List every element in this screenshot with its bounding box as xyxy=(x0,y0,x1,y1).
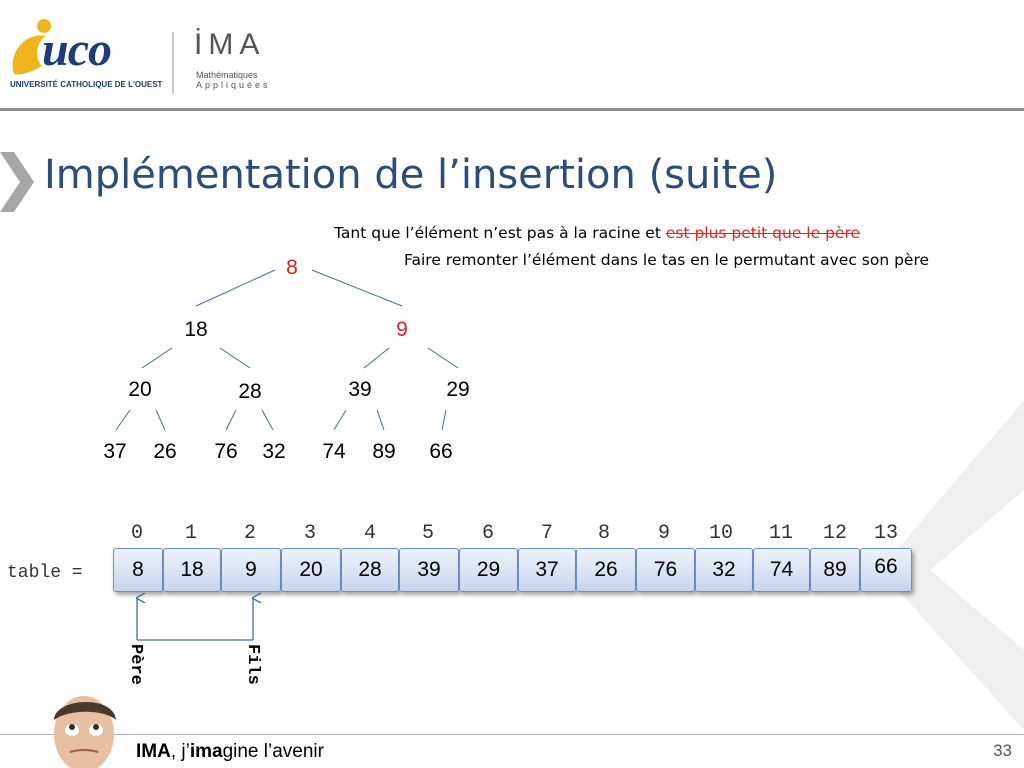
tree-node: 76 xyxy=(214,440,238,463)
page-number: 33 xyxy=(993,741,1012,760)
tree-node: 39 xyxy=(348,378,372,401)
child-label: Fils xyxy=(243,644,262,685)
tree-node: 32 xyxy=(262,440,286,463)
array-index: 2 xyxy=(243,522,256,545)
tree-node: 29 xyxy=(446,378,470,401)
array-cell: 8 xyxy=(113,548,163,592)
slide-header: uco UNIVERSITÉ CATHOLIQUE DE L'OUEST İMA… xyxy=(0,0,1024,112)
array-index: 6 xyxy=(481,522,494,545)
tree-edge xyxy=(333,409,347,431)
array-cell: 74 xyxy=(753,548,810,592)
student-avatar-icon xyxy=(54,696,116,768)
uco-logo-subtitle: UNIVERSITÉ CATHOLIQUE DE L'OUEST xyxy=(10,80,163,89)
array-index: 8 xyxy=(597,522,610,545)
array-cell: 37 xyxy=(518,548,576,592)
algorithm-struck-condition: est plus petit que le père xyxy=(665,224,861,242)
array-index: 4 xyxy=(363,522,376,545)
tree-edge xyxy=(219,347,251,369)
array-index: 5 xyxy=(421,522,434,545)
tree-node: 66 xyxy=(429,440,453,463)
tree-edge xyxy=(363,347,390,369)
ima-logo-text: İMA xyxy=(194,28,266,61)
array-cell: 76 xyxy=(636,548,695,592)
tree-edge xyxy=(225,409,237,431)
title-chevron-icon xyxy=(0,152,34,212)
footer-separator: , j’ xyxy=(170,741,190,762)
tree-edge xyxy=(261,409,274,431)
footer-ima: ima xyxy=(189,741,223,762)
algorithm-line-1: Tant que l’élément n’est pas à la racine… xyxy=(334,224,860,242)
tree-edge xyxy=(195,269,276,307)
tree-node: 20 xyxy=(128,378,152,401)
tree-edge xyxy=(427,347,459,369)
array-index: 12 xyxy=(822,522,847,545)
uco-logo-icon xyxy=(12,19,51,75)
tree-node: 28 xyxy=(238,380,262,403)
ima-logo-subtitle-1: Mathématiques xyxy=(196,70,258,80)
tree-edge xyxy=(311,269,403,307)
tree-edge xyxy=(376,409,385,431)
tree-edge xyxy=(155,409,166,431)
array-cell: 18 xyxy=(163,548,221,592)
uco-logo-text: uco xyxy=(42,23,112,76)
tree-edge xyxy=(141,347,173,369)
array-cell: 28 xyxy=(341,548,399,592)
array-index: 10 xyxy=(708,522,733,545)
array-cell: 20 xyxy=(281,548,341,592)
array-cell: 66 xyxy=(860,548,912,592)
array-cell: 9 xyxy=(221,548,281,592)
array-cell: 26 xyxy=(576,548,636,592)
algorithm-condition: Tant que l’élément n’est pas à la racine… xyxy=(334,224,666,242)
algorithm-line-2: Faire remonter l’élément dans le tas en … xyxy=(404,251,930,269)
slide-title: Implémentation de l’insertion (suite) xyxy=(44,152,778,198)
array-index: 3 xyxy=(303,522,316,545)
footer-divider xyxy=(0,734,1024,735)
array-index: 11 xyxy=(768,522,793,545)
tree-node: 8 xyxy=(286,256,298,279)
tree-edge xyxy=(441,409,447,431)
ima-logo-subtitle-2: Appliquées xyxy=(196,80,271,90)
array-cell: 89 xyxy=(810,548,860,592)
logo-divider xyxy=(172,32,174,94)
array-label: table = xyxy=(7,563,83,583)
array-index: 0 xyxy=(130,522,143,545)
tree-node: 18 xyxy=(184,318,208,341)
footer-slogan: IMA, j’imagine l’avenir xyxy=(136,741,324,763)
tree-node: 74 xyxy=(322,440,346,463)
tree-node: 89 xyxy=(372,440,396,463)
tree-node: 26 xyxy=(153,440,177,463)
tree-edge xyxy=(115,409,131,431)
array-index: 9 xyxy=(657,522,670,545)
tree-node: 9 xyxy=(396,318,408,341)
array-cell: 29 xyxy=(459,548,518,592)
parent-label: Père xyxy=(126,644,145,685)
tree-node: 37 xyxy=(103,440,127,463)
array-cell: 32 xyxy=(695,548,753,592)
array-index: 13 xyxy=(873,522,898,545)
footer-rest: gine l’avenir xyxy=(222,741,324,762)
background-chevron-decoration xyxy=(880,400,1024,730)
array-cell: 39 xyxy=(399,548,459,592)
header-divider xyxy=(0,108,1024,111)
footer-brand: IMA xyxy=(136,741,171,762)
array-index: 1 xyxy=(184,522,197,545)
array-index: 7 xyxy=(540,522,553,545)
